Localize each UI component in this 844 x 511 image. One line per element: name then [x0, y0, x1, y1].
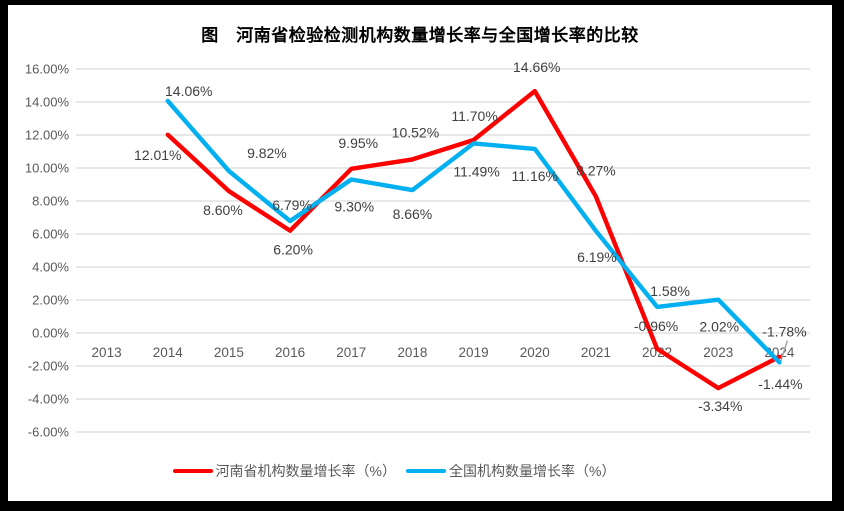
data-label: 14.06%: [165, 83, 212, 99]
data-label: 8.27%: [576, 163, 616, 179]
y-tick-label: -2.00%: [28, 359, 70, 374]
y-tick-label: 14.00%: [25, 95, 70, 110]
data-label: 2.02%: [699, 319, 739, 335]
data-label: 9.30%: [334, 199, 374, 215]
data-label: 6.20%: [273, 242, 313, 258]
series-line: [165, 88, 782, 391]
x-tick-label: 2018: [397, 345, 427, 360]
data-label: 12.01%: [134, 147, 181, 163]
data-label: 11.70%: [451, 108, 497, 124]
x-tick-label: 2015: [214, 345, 244, 360]
y-tick-label: 4.00%: [32, 260, 69, 275]
legend-label-henan: 河南省机构数量增长率（%）: [215, 463, 396, 479]
legend-item-national: 全国机构数量增长率（%）: [406, 461, 615, 481]
x-tick-label: 2019: [459, 345, 489, 360]
data-label: -0.96%: [634, 318, 678, 334]
x-tick-label: 2014: [153, 345, 184, 360]
y-tick-label: 16.00%: [25, 62, 70, 77]
data-label: 10.52%: [392, 124, 439, 140]
data-label: 8.60%: [203, 202, 243, 218]
legend-label-national: 全国机构数量增长率（%）: [449, 463, 616, 479]
data-label: 1.58%: [650, 283, 690, 299]
y-tick-label: 6.00%: [32, 227, 69, 242]
y-tick-label: -6.00%: [28, 425, 70, 440]
data-label: 11.49%: [453, 163, 499, 179]
legend-item-henan: 河南省机构数量增长率（%）: [172, 461, 396, 481]
chart-canvas: 图 河南省检验检测机构数量增长率与全国增长率的比较 16.00% 14.00% 12…: [8, 5, 832, 501]
x-tick-label: 2017: [336, 345, 366, 360]
line-chart: 16.00% 14.00% 12.00% 10.00% 8.00% 6.00% 4.00% 2…: [25, 59, 810, 440]
callout-leader-line: [779, 340, 789, 363]
x-tick-label: 2023: [703, 345, 733, 360]
x-tick-label: 2013: [92, 345, 122, 360]
data-label: 14.66%: [513, 59, 560, 75]
y-tick-label: 0.00%: [32, 326, 69, 341]
data-label: 8.66%: [393, 206, 433, 222]
data-label: 11.16%: [512, 168, 558, 184]
data-label: -1.78%: [762, 323, 806, 339]
legend: 河南省机构数量增长率（%） 全国机构数量增长率（%）: [0, 457, 806, 485]
data-label: 6.79%: [272, 197, 312, 213]
x-tick-label: 2022: [642, 345, 672, 360]
x-tick-label: 2021: [581, 345, 611, 360]
y-tick-label: -4.00%: [28, 392, 70, 407]
data-label: 9.95%: [338, 135, 378, 151]
chart-title: 图 河南省检验检测机构数量增长率与全国增长率的比较: [201, 26, 639, 45]
legend-line-henan-icon: [172, 469, 213, 473]
y-tick-label: 8.00%: [32, 194, 69, 209]
y-tick-label: 10.00%: [25, 161, 70, 176]
series-line: [165, 98, 782, 365]
y-tick-label: 12.00%: [25, 128, 70, 143]
data-label: -1.44%: [758, 376, 802, 392]
data-label: -3.34%: [698, 398, 742, 414]
data-label: 6.19%: [577, 249, 617, 265]
legend-line-national-icon: [406, 469, 446, 473]
y-tick-label: 2.00%: [32, 293, 69, 308]
x-tick-label: 2016: [275, 345, 305, 360]
x-tick-label: 2020: [520, 345, 550, 360]
data-label: 9.82%: [247, 145, 287, 161]
